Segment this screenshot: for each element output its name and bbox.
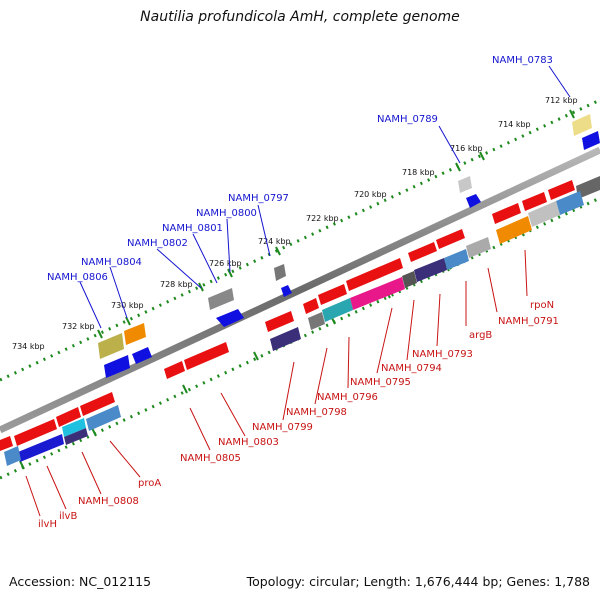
accession-text: Accession: NC_012115 <box>9 574 152 589</box>
gene-block <box>572 114 592 136</box>
gene-arrow <box>492 203 521 224</box>
tick-label: 718 kbp <box>402 168 435 177</box>
tick-label: 728 kbp <box>160 280 193 289</box>
gene-label-bottom: proA <box>138 478 161 489</box>
tick-label: 720 kbp <box>354 190 387 199</box>
tick-label: 734 kbp <box>12 342 45 351</box>
outer-features <box>98 114 600 378</box>
gene-arrow <box>18 434 64 462</box>
gene-label-bottom: NAMH_0796 <box>317 392 378 403</box>
gene-label-bottom: rpoN <box>530 300 554 311</box>
gene-label-bottom: NAMH_0794 <box>381 363 442 374</box>
gene-arrow <box>303 298 319 314</box>
gene-block <box>444 249 469 270</box>
tick-label: 714 kbp <box>498 120 531 129</box>
gene-label-bottom: NAMH_0798 <box>286 407 347 418</box>
gene-arrow <box>548 180 575 200</box>
gene-block <box>458 176 472 193</box>
gene-label-bottom: NAMH_0799 <box>252 422 313 433</box>
tick-label: 716 kbp <box>450 144 483 153</box>
gene-block <box>556 191 584 215</box>
gene-arrow <box>56 407 81 427</box>
gene-arrow <box>522 192 547 211</box>
bottom-label-connectors <box>25 249 528 517</box>
gene-label-top: NAMH_0804 <box>81 257 142 268</box>
gene-arrow <box>281 285 292 297</box>
gene-label-top: NAMH_0806 <box>47 272 108 283</box>
gene-arrow <box>408 242 437 262</box>
gene-label-bottom: ilvH <box>38 519 57 530</box>
gene-arrow <box>318 284 347 305</box>
gene-label-bottom: ilvB <box>59 511 77 522</box>
gene-label-bottom: NAMH_0791 <box>498 316 559 327</box>
gene-block <box>414 258 447 282</box>
gene-block <box>4 446 21 466</box>
gene-block <box>308 312 325 330</box>
gene-label-top: NAMH_0789 <box>377 114 438 125</box>
tick-label: 726 kbp <box>209 259 242 268</box>
gene-label-bottom: NAMH_0793 <box>412 349 473 360</box>
reverse-genes <box>4 176 600 466</box>
gene-block <box>350 277 405 310</box>
gene-label-bottom: NAMH_0805 <box>180 453 241 464</box>
genome-summary-text: Topology: circular; Length: 1,676,444 bp… <box>246 574 590 589</box>
gene-arrow <box>184 342 229 370</box>
gene-arrow <box>104 355 130 378</box>
genome-backbone <box>0 146 600 434</box>
gene-arrow <box>164 361 185 379</box>
gene-block <box>98 333 124 359</box>
gene-arrow <box>0 436 13 451</box>
gene-arrow <box>132 347 152 364</box>
gene-block <box>402 271 417 288</box>
bottom-gene-labels: rpoN NAMH_0791 argB NAMH_0793 NAMH_0794 … <box>38 300 559 530</box>
gene-label-top: NAMH_0801 <box>162 223 223 234</box>
tick-label: 724 kbp <box>258 237 291 246</box>
gene-label-top: NAMH_0797 <box>228 193 289 204</box>
gene-block <box>528 201 560 227</box>
gene-label-top: NAMH_0783 <box>492 55 553 66</box>
gene-block <box>496 216 532 244</box>
gene-label-bottom: argB <box>469 330 492 341</box>
gene-label-bottom: NAMH_0795 <box>350 377 411 388</box>
gene-block <box>322 298 353 322</box>
gene-block <box>124 323 146 345</box>
gene-label-top: NAMH_0800 <box>196 208 257 219</box>
top-gene-labels: NAMH_0783 NAMH_0789 NAMH_0797 NAMH_0800 … <box>47 55 553 283</box>
gene-block <box>86 405 121 431</box>
tick-label: 730 kbp <box>111 301 144 310</box>
gene-block <box>274 264 286 281</box>
gene-arrow <box>14 419 57 446</box>
gene-block <box>576 176 600 199</box>
tick-label: 712 kbp <box>545 96 578 105</box>
gene-label-top: NAMH_0802 <box>127 238 188 249</box>
tick-label: 722 kbp <box>306 214 339 223</box>
map-title: Nautilia profundicola AmH, complete geno… <box>140 9 460 25</box>
top-label-connectors <box>79 65 571 329</box>
forward-genes <box>0 180 575 451</box>
ruler-tick-labels: 712 kbp 714 kbp 716 kbp 718 kbp 720 kbp … <box>12 96 578 351</box>
gene-arrow <box>346 258 403 291</box>
gene-arrow <box>582 131 600 150</box>
gene-arrow <box>216 309 244 327</box>
gene-block <box>62 418 86 437</box>
gene-arrow <box>466 194 481 208</box>
gene-block <box>270 327 301 351</box>
tick-label: 732 kbp <box>62 322 95 331</box>
gene-arrow <box>80 392 115 416</box>
gene-label-bottom: NAMH_0808 <box>78 496 139 507</box>
gene-label-bottom: NAMH_0803 <box>218 437 279 448</box>
gene-arrow <box>436 229 465 249</box>
gene-block <box>466 237 491 258</box>
gene-arrow <box>265 311 294 332</box>
gene-block <box>208 288 234 310</box>
gene-block <box>64 428 88 445</box>
